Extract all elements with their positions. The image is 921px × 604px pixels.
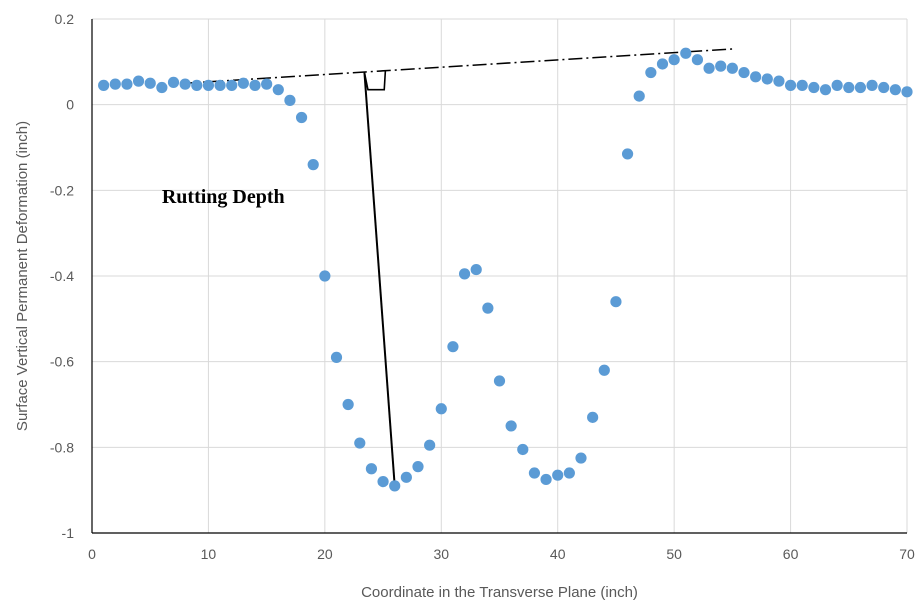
data-point [330,351,343,363]
data-point [261,78,273,90]
data-point [703,62,715,74]
data-point [645,66,657,79]
data-point [284,94,296,106]
data-point [517,443,529,456]
data-point [400,471,412,483]
data-points [98,47,913,492]
data-point [610,296,622,308]
y-tick-label: -0.6 [50,354,74,370]
data-point [121,78,133,90]
axes [91,19,907,534]
y-axis-title: Surface Vertical Permanent Deformation (… [14,121,31,431]
data-point [901,86,913,98]
data-point [866,79,878,91]
data-point [272,84,284,96]
x-tick-label: 0 [88,546,96,562]
y-tick-label: -0.8 [50,439,74,455]
data-point [470,263,482,276]
data-point [843,81,855,94]
data-point [249,79,261,91]
data-point [889,84,901,96]
data-point [505,420,517,432]
data-point [458,268,471,280]
data-point [424,439,436,451]
data-point [389,480,401,492]
data-point [354,437,366,449]
data-point [715,60,727,72]
data-point [633,90,645,102]
data-point [598,364,610,376]
data-point [726,62,738,74]
x-tick-label: 10 [201,546,217,562]
annotations [185,48,733,486]
data-point [784,79,797,91]
reference-surface-line [185,48,733,85]
data-point [365,463,378,475]
data-point [377,476,389,488]
x-axis-title: Coordinate in the Transverse Plane (inch… [361,584,638,601]
data-point [552,469,564,481]
y-tick-label: 0.2 [55,11,75,27]
data-point [563,467,575,479]
data-point [796,79,808,91]
data-point [179,78,191,90]
data-point [808,81,820,94]
data-point [656,58,669,70]
gridlines [92,18,908,533]
x-tick-label: 30 [433,546,449,562]
data-point [750,71,762,83]
data-point [412,461,424,473]
data-point [587,411,599,423]
y-tick-label: -0.2 [50,182,74,198]
data-point [191,79,203,91]
data-point [493,375,506,387]
data-point [144,77,156,89]
data-point [854,81,867,94]
data-point [109,78,121,90]
data-point [237,77,249,89]
data-point [132,75,145,87]
data-point [621,148,634,160]
rutting-depth-line [363,72,396,486]
data-point [342,398,354,411]
y-tick-label: 0 [66,97,74,113]
rutting-depth-label: Rutting Depth [162,186,285,208]
step-marker [363,70,387,91]
data-point [319,270,331,282]
data-point [668,54,680,66]
data-point [226,79,238,91]
y-tick-label: -1 [62,525,75,541]
data-point [831,79,843,91]
data-point [528,467,541,479]
y-tick-label: -0.4 [50,268,74,284]
data-point [738,66,750,79]
data-point [202,79,215,91]
data-point [819,84,832,96]
data-point [761,73,773,85]
data-point [540,473,552,486]
x-tick-label: 70 [899,546,915,562]
data-point [295,111,308,124]
data-point [156,81,168,94]
data-point [773,75,785,87]
x-tick-label: 20 [317,546,333,562]
data-point [98,79,110,91]
data-point [575,452,587,464]
data-point [691,54,704,66]
data-point [482,302,494,314]
data-point [447,341,459,353]
data-point [878,81,890,94]
x-tick-label: 50 [666,546,682,562]
x-tick-label: 60 [783,546,799,562]
data-point [435,403,447,415]
data-point [167,76,180,88]
x-tick-label: 40 [550,546,566,562]
data-point [214,79,226,91]
data-point [307,159,319,171]
data-point [680,47,692,59]
tick-labels: 0 10 20 30 40 50 60 70 -1 -0.8 -0.6 -0.4 -0.2 0 0.2 [50,11,915,562]
